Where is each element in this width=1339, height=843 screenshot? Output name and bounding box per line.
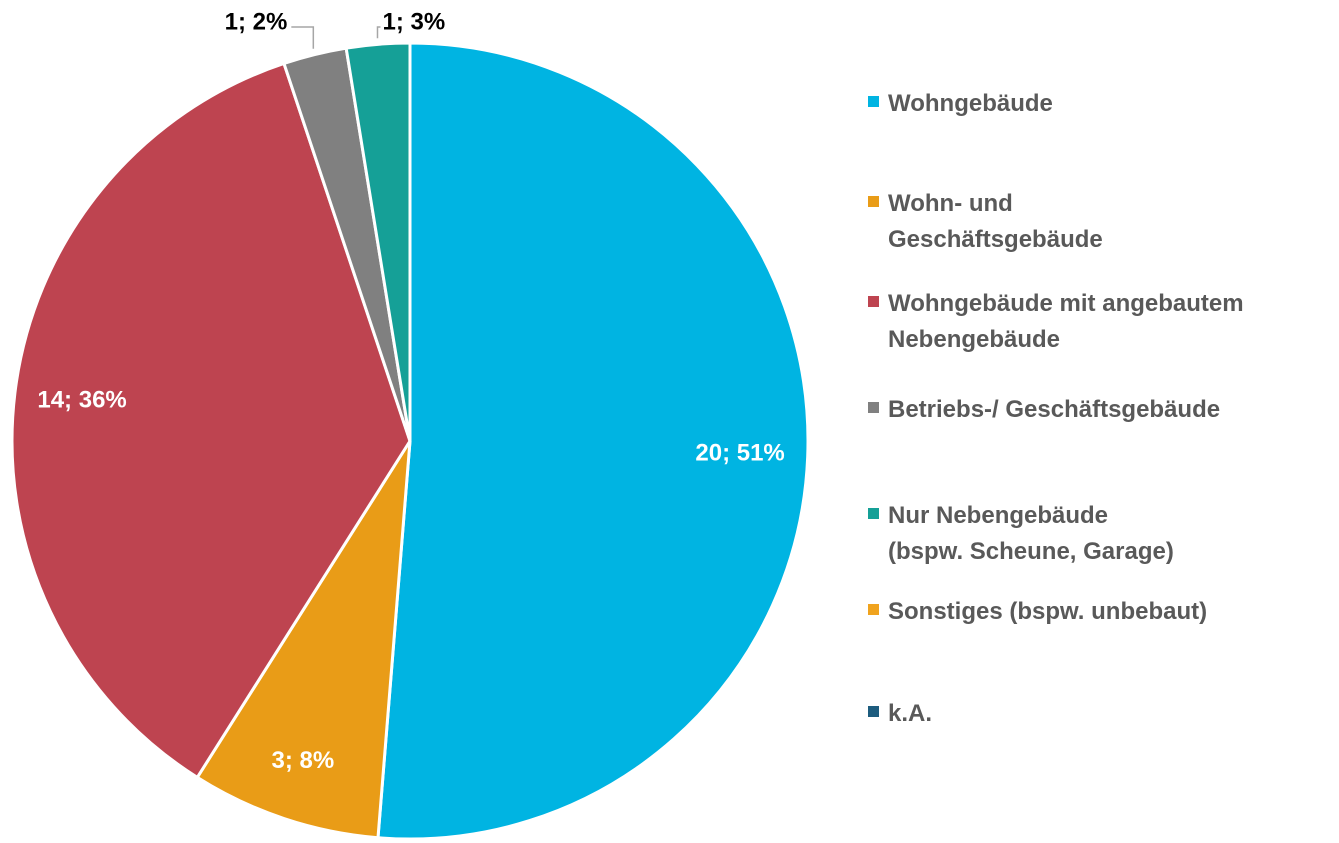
- legend-item: Wohngebäude mit angebautem Nebengebäude: [868, 286, 1308, 358]
- legend-swatch: [868, 706, 879, 717]
- legend-label: Wohngebäude mit angebautem Nebengebäude: [888, 290, 1244, 353]
- legend-label: Wohngebäude: [888, 90, 1053, 117]
- legend-label: Sonstiges (bspw. unbebaut): [888, 598, 1208, 625]
- legend-swatch: [868, 296, 879, 307]
- data-label: 20; 51%: [695, 440, 784, 467]
- data-label: 3; 8%: [272, 747, 335, 774]
- legend-label: Betriebs-/ Geschäftsgebäude: [888, 396, 1221, 423]
- legend-swatch: [868, 96, 879, 107]
- pie-slice: [195, 440, 412, 840]
- legend-item: Sonstiges (bspw. unbebaut): [868, 594, 1328, 630]
- data-label: 14; 36%: [37, 387, 126, 414]
- pie-chart: 20; 51% 3; 8% 14; 36% 1; 2% 1; 3%: [10, 8, 810, 841]
- legend-item: k.A.: [868, 696, 1308, 732]
- legend-swatch: [868, 196, 879, 207]
- legend-swatch: [868, 402, 879, 413]
- legend-item: Wohn- und Geschäftsgebäude: [868, 186, 1108, 258]
- pie-slice: [10, 61, 412, 780]
- legend-swatch: [868, 604, 879, 615]
- leader-line: [376, 26, 381, 39]
- legend-swatch: [868, 508, 879, 519]
- legend-label: k.A.: [888, 700, 933, 727]
- legend-item: Wohngebäude: [868, 86, 1308, 122]
- leader-line: [291, 26, 315, 49]
- legend-label: Nur Nebengebäude (bspw. Scheune, Garage): [888, 502, 1174, 565]
- legend-label: Wohn- und Geschäftsgebäude: [888, 190, 1103, 253]
- data-label: 1; 3%: [382, 8, 445, 35]
- pie-slice: [376, 41, 810, 841]
- legend-item: Betriebs-/ Geschäftsgebäude: [868, 392, 1328, 428]
- legend-item: Nur Nebengebäude (bspw. Scheune, Garage): [868, 498, 1188, 570]
- pie-slice: [344, 41, 412, 442]
- data-label: 1; 2%: [225, 8, 288, 35]
